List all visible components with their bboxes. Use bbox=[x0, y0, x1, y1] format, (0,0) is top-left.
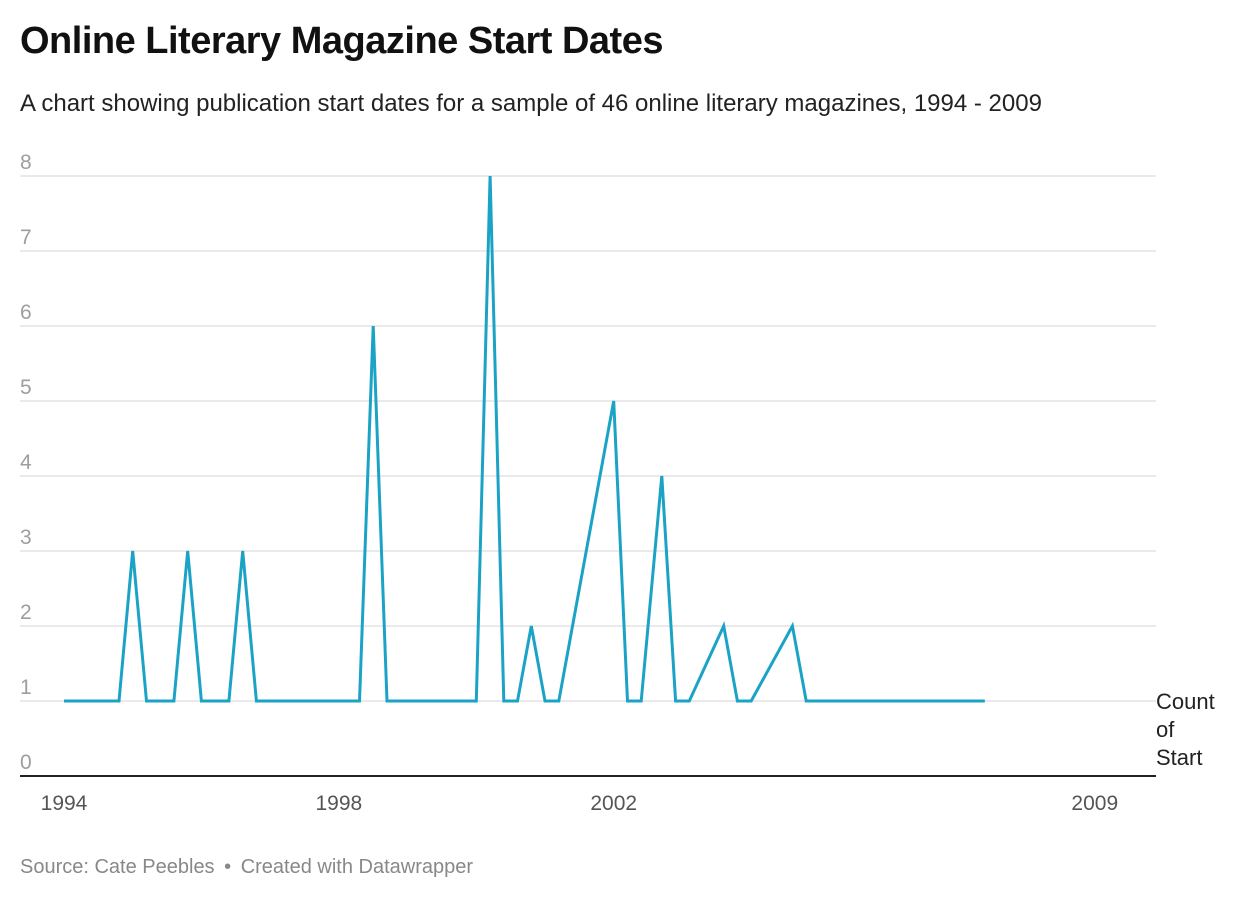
series-label: Count of Start bbox=[1156, 689, 1215, 770]
x-axis-ticks: 1994 1998 2002 2009 bbox=[41, 792, 1118, 815]
source-text: Source: Cate Peebles bbox=[20, 856, 215, 878]
y-axis-ticks: 0 1 2 3 4 5 6 7 8 bbox=[20, 151, 32, 774]
y-tick-label: 1 bbox=[20, 676, 32, 699]
x-tick-label: 1994 bbox=[41, 792, 88, 815]
source-footer: Source: Cate Peebles • Created with Data… bbox=[20, 856, 473, 879]
line-chart: 0 1 2 3 4 5 6 7 8 1994 1998 2002 2009 Count of Start bbox=[20, 151, 1215, 815]
y-tick-label: 7 bbox=[20, 226, 32, 249]
y-tick-label: 2 bbox=[20, 601, 32, 624]
y-tick-label: 6 bbox=[20, 301, 32, 324]
chart-title: Online Literary Magazine Start Dates bbox=[20, 20, 663, 62]
y-tick-label: 4 bbox=[20, 451, 32, 474]
series-line-count-of-start bbox=[64, 175, 985, 703]
y-tick-label: 5 bbox=[20, 376, 32, 399]
x-tick-label: 2009 bbox=[1071, 792, 1118, 815]
x-tick-label: 2002 bbox=[590, 792, 637, 815]
series-label-word: of bbox=[1156, 717, 1175, 742]
y-tick-label: 8 bbox=[20, 151, 32, 174]
y-tick-label: 3 bbox=[20, 526, 32, 549]
gridlines bbox=[20, 175, 1156, 702]
x-tick-label: 1998 bbox=[316, 792, 363, 815]
credit-text: Created with Datawrapper bbox=[240, 856, 474, 878]
series-label-word: Count bbox=[1156, 689, 1215, 714]
y-tick-label: 0 bbox=[20, 751, 32, 774]
series-label-word: Start bbox=[1156, 745, 1202, 770]
footer-separator: • bbox=[224, 856, 232, 878]
chart-subtitle: A chart showing publication start dates … bbox=[20, 90, 1042, 117]
